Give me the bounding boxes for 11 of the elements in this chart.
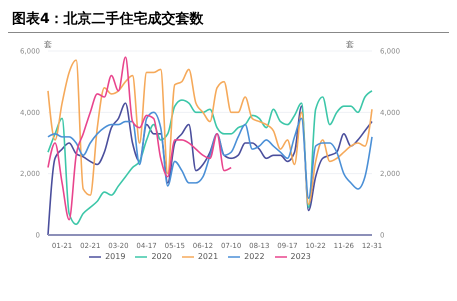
legend-label: 2023 [290,252,311,262]
legend-label: 2022 [244,252,265,262]
y-axis-title: 套 [44,39,52,50]
line-series [47,59,373,206]
legend-label: 2019 [105,252,126,262]
legend-label: 2020 [151,252,172,262]
line-series [47,56,232,220]
line-series [47,112,373,199]
chart-title: 图表4：北京二手住宅成交套数 [8,8,449,33]
legend-label: 2021 [198,252,218,262]
y2-axis-title: 套 [346,39,354,50]
